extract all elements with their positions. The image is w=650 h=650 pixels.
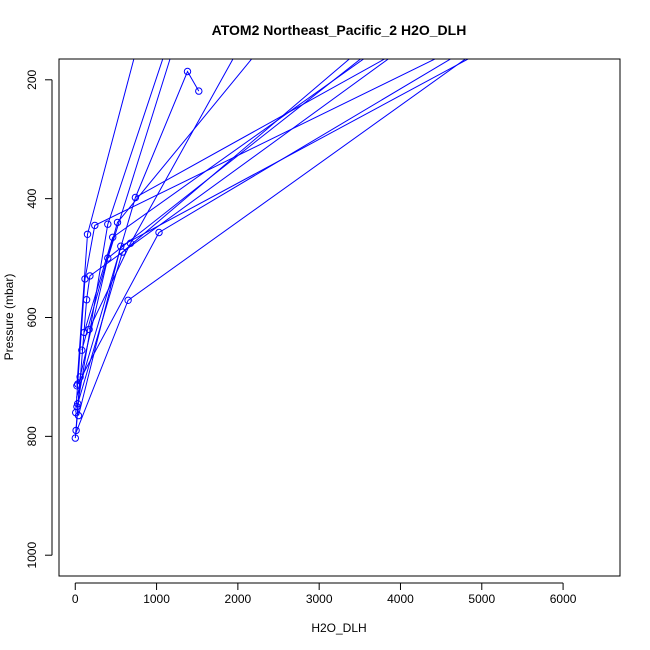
profile-line-8 <box>78 59 470 416</box>
x-axis: 0 1000 2000 3000 4000 5000 6000 <box>72 582 577 606</box>
data-point-25 <box>195 87 203 95</box>
x-tick-label: 4000 <box>387 592 414 606</box>
data-point-22 <box>124 296 132 304</box>
profile-line-1 <box>74 59 362 439</box>
data-point-24 <box>183 67 192 76</box>
data-point-2 <box>72 426 80 435</box>
x-tick-label: 5000 <box>468 592 495 606</box>
profile-line-4 <box>77 59 164 404</box>
profile-line-10 <box>76 59 351 407</box>
x-tick-label: 0 <box>72 592 79 606</box>
profile-line-14 <box>134 70 200 198</box>
profile-line-11 <box>77 59 452 385</box>
y-tick-label: 1000 <box>25 542 39 569</box>
data-point-18 <box>126 239 135 247</box>
profile-line-5 <box>76 59 135 386</box>
data-point-1 <box>71 434 80 442</box>
data-point-19 <box>118 248 127 256</box>
data-point-4 <box>74 400 82 408</box>
data-point-16 <box>109 233 117 242</box>
profile-line-6 <box>81 59 253 351</box>
y-axis-label: Pressure (mbar) <box>2 274 16 361</box>
profile-line-15 <box>107 59 171 259</box>
chart-title: ATOM2 Northeast_Pacific_2 H2O_DLH <box>212 22 467 38</box>
data-points <box>71 67 203 442</box>
x-tick-label: 1000 <box>143 592 170 606</box>
plot-frame <box>58 58 621 577</box>
profile-line-9 <box>88 59 234 330</box>
x-axis-label: H2O_DLH <box>311 621 366 635</box>
data-point-11 <box>81 275 89 283</box>
data-point-20 <box>104 254 112 262</box>
y-axis: 200 400 600 800 1000 <box>25 69 53 569</box>
data-point-6 <box>76 373 84 381</box>
data-point-7 <box>78 346 86 354</box>
profile-line-3 <box>75 59 437 413</box>
x-tick-label: 3000 <box>306 592 333 606</box>
y-tick-label: 200 <box>25 69 39 89</box>
data-point-26 <box>85 325 93 334</box>
x-tick-label: 2000 <box>225 592 252 606</box>
data-point-12 <box>83 230 92 239</box>
data-point-27 <box>74 380 82 388</box>
data-point-21 <box>155 228 163 237</box>
data-point-29 <box>73 402 81 411</box>
profile-line-2 <box>75 59 390 431</box>
data-point-13 <box>91 221 99 230</box>
data-point-23 <box>131 193 140 202</box>
x-tick-label: 6000 <box>550 592 577 606</box>
profile-line-13 <box>76 59 386 398</box>
profile-lines <box>74 59 470 439</box>
y-tick-label: 800 <box>25 426 39 446</box>
data-point-9 <box>82 296 91 304</box>
data-point-15 <box>113 218 122 227</box>
profile-line-12 <box>75 59 467 434</box>
y-tick-label: 600 <box>25 307 39 327</box>
data-point-28 <box>74 411 83 420</box>
y-tick-label: 400 <box>25 188 39 208</box>
data-point-14 <box>104 220 112 228</box>
